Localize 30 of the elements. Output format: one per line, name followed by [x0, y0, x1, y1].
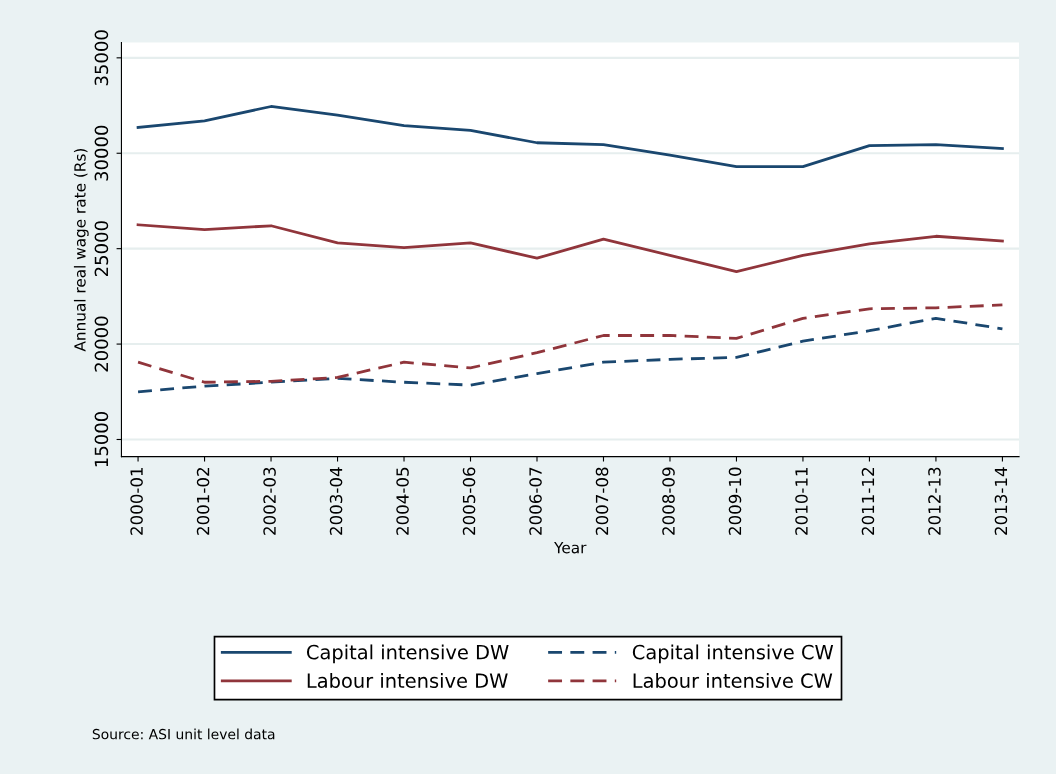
line-series [136, 105, 1004, 168]
x-tick-label: 2013-14 [994, 467, 1008, 535]
x-axis-title: Year [554, 542, 587, 554]
x-tick-label: 2010-11 [795, 467, 808, 535]
legend-label: Capital intensive DW [306, 644, 509, 664]
legend-label: Labour intensive CW [633, 672, 833, 689]
x-tick-label: 2007-08 [595, 467, 609, 535]
y-tick-label: 30000 [94, 125, 109, 181]
x-tick-label: 2008-09 [662, 467, 675, 535]
y-tick-label: 15000 [94, 411, 109, 467]
y-axis-title: Annual real wage rate (Rs) [73, 148, 89, 352]
x-tick-label: 2002-03 [263, 467, 276, 535]
legend-label: Labour intensive DW [307, 672, 508, 689]
x-tick-label: 2011-12 [861, 468, 875, 535]
y-tick-label: 35000 [94, 30, 109, 86]
x-tick-label: 2003-04 [329, 467, 343, 535]
line-series [136, 223, 1004, 273]
line-series [136, 316, 1004, 394]
x-tick-label: 2000-01 [130, 467, 143, 535]
y-tick-label: 20000 [94, 316, 109, 372]
y-tick-label: 25000 [94, 221, 109, 277]
legend-label: Capital intensive CW [632, 644, 834, 664]
x-tick-label: 2009-10 [728, 467, 742, 535]
x-tick-label: 2004-05 [396, 467, 409, 535]
x-tick-label: 2006-07 [529, 467, 542, 535]
x-tick-label: 2001-02 [196, 468, 210, 535]
x-tick-label: 2012-13 [928, 467, 941, 535]
x-tick-label: 2005-06 [462, 467, 476, 535]
source-note: Source: ASI unit level data [92, 728, 275, 740]
line-series [136, 303, 1004, 384]
